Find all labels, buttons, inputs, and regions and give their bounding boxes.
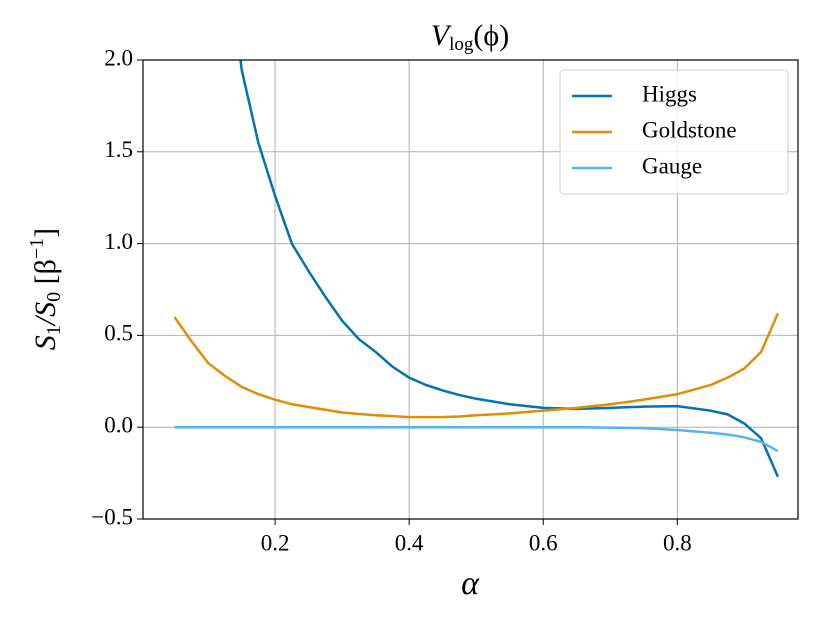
legend-label: Goldstone [642, 117, 737, 142]
y-label-part: [β [29, 259, 62, 292]
y-label-part: ] [29, 228, 62, 238]
y-label-part: /S [29, 302, 62, 327]
series-line [173, 312, 780, 419]
y-axis-label: S1/S0 [β−1] [26, 228, 65, 350]
y-label-part: 1 [43, 325, 65, 335]
y-tick-label: 2.0 [104, 45, 133, 70]
x-tick-label: 0.4 [395, 530, 424, 555]
legend-box [559, 69, 789, 195]
chart-title: Vlog(ϕ) [431, 19, 509, 55]
y-label-part: −1 [26, 238, 48, 259]
series-line [174, 425, 779, 453]
y-label-part: S [29, 335, 62, 350]
y-tick-label: 1.0 [104, 229, 133, 254]
title-part: V [431, 19, 453, 52]
y-tick-label: 0.5 [104, 321, 133, 346]
x-tick-label: 0.2 [261, 530, 290, 555]
legend-label: Gauge [642, 153, 702, 178]
series-line [239, 60, 780, 478]
x-axis-label: α [461, 565, 480, 602]
y-tick-label: −0.5 [91, 504, 133, 529]
x-tick-label: 0.6 [529, 530, 558, 555]
x-tick-label: 0.8 [663, 530, 692, 555]
plot-frame [142, 59, 799, 520]
y-tick-label: 1.5 [104, 137, 133, 162]
legend-label: Higgs [642, 81, 697, 106]
title-part: log [449, 34, 474, 55]
plot-lines [173, 60, 780, 478]
y-tick-label: 0.0 [104, 412, 133, 437]
y-label-part: 0 [43, 292, 65, 302]
title-part: (ϕ) [473, 19, 509, 52]
